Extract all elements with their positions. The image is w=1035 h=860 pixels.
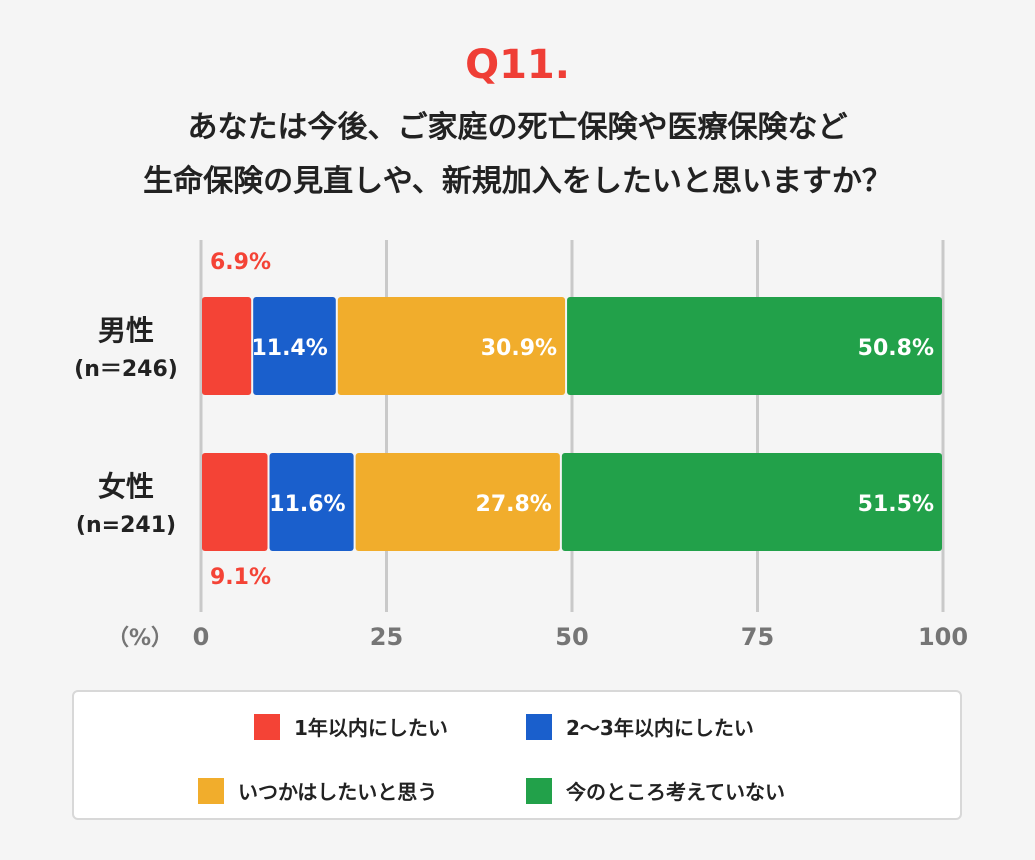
data-label-1-3: 51.5% [858, 492, 934, 517]
x-tick-label-25: 25 [370, 623, 403, 651]
data-label-0-2: 30.9% [481, 336, 557, 361]
legend-label-2: 2〜3年以内にしたい [566, 716, 754, 740]
bar-0-1 [253, 297, 336, 395]
bar-0-0 [202, 297, 252, 395]
legend: 1年以内にしたい 2〜3年以内にしたい いつかはしたいと思う 今のところ考えてい… [72, 690, 962, 820]
data-label-1-2: 27.8% [476, 492, 552, 517]
legend-item-3: いつかはしたいと思う [198, 776, 437, 805]
x-tick-label-50: 50 [555, 623, 588, 651]
bar-1-3 [561, 453, 942, 551]
data-label-0-0: 6.9% [210, 250, 271, 275]
x-tick-label-100: 100 [918, 623, 968, 651]
legend-label-3: いつかはしたいと思う [238, 780, 438, 804]
legend-swatch-4 [526, 777, 552, 804]
question-number: Q11. [465, 42, 570, 88]
legend-item-2: 2〜3年以内にしたい [526, 712, 754, 741]
question-text-line-2: 生命保険の見直しや、新規加入をしたいと思いますか？ [143, 164, 892, 199]
data-label-1-0: 9.1% [210, 565, 271, 590]
x-tick-label-0: 0 [193, 623, 210, 651]
legend-item-4: 今のところ考えていない [526, 776, 785, 805]
unit-label: （%） [107, 626, 173, 651]
legend-item-1: 1年以内にしたい [254, 712, 448, 741]
bar-0-2 [337, 297, 566, 395]
stacked-bar-chart: 0 25 50 75 100 （%） 男性 (n＝246) 女性 (n=241) 6.9% 11.4%… [74, 240, 968, 651]
bar-0-3 [567, 297, 942, 395]
question-text-line-1: あなたは今後、ご家庭の死亡保険や医療保険など [187, 110, 848, 145]
data-label-0-1: 11.4% [251, 336, 327, 361]
data-label-1-1: 11.6% [269, 492, 345, 517]
category-sublabel-1: (n=241) [76, 513, 176, 538]
category-sublabel-0: (n＝246) [74, 357, 178, 382]
data-label-0-3: 50.8% [858, 336, 934, 361]
bar-1-2 [355, 453, 560, 551]
legend-label-4: 今のところ考えていない [566, 780, 785, 804]
legend-swatch-3 [198, 777, 224, 804]
legend-swatch-1 [254, 713, 280, 740]
bar-1-1 [269, 453, 354, 551]
category-label-1: 女性 [98, 470, 154, 503]
bar-1-0 [202, 453, 268, 551]
legend-swatch-2 [526, 713, 552, 740]
category-label-0: 男性 [98, 314, 154, 347]
legend-label-1: 1年以内にしたい [294, 716, 448, 740]
x-tick-label-75: 75 [741, 623, 774, 651]
